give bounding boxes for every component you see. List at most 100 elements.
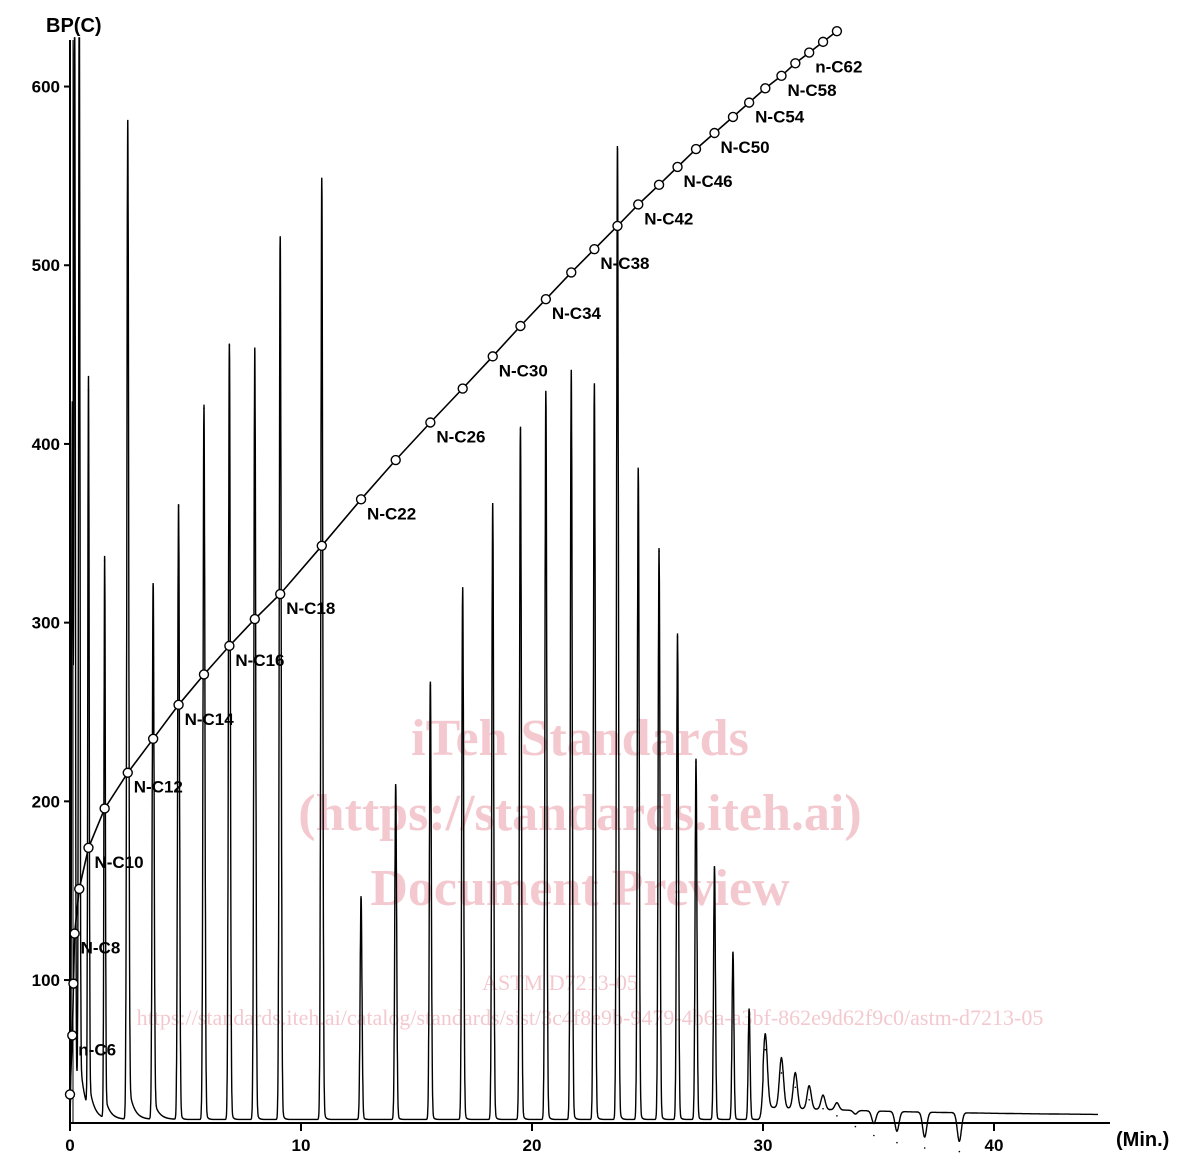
calibration-point: [224, 640, 235, 652]
peak-apex: [279, 237, 282, 240]
peak-apex: [152, 586, 154, 588]
calibration-point: [122, 767, 133, 778]
x-tick-label: 20: [523, 1136, 542, 1155]
calibration-point: [69, 928, 80, 939]
peak-apex: [103, 559, 106, 561]
calibration-point: [173, 699, 184, 711]
peak-apex: [836, 1115, 838, 1117]
calibration-point: [743, 97, 755, 108]
calibration-point: [633, 199, 644, 210]
calibration-points: [64, 25, 843, 1100]
calibration-point: [249, 613, 261, 625]
chromatogram-peaks: [71, 37, 961, 1153]
peak-apex: [228, 344, 231, 347]
carbon-label: N-C18: [286, 599, 335, 618]
peak-apex: [732, 954, 734, 956]
carbon-label: n-C6: [78, 1040, 116, 1059]
peak-apex: [203, 407, 205, 410]
calibration-point: [672, 161, 683, 173]
peak-apex: [177, 505, 180, 508]
carbon-label: N-C12: [134, 778, 183, 797]
x-tick-label: 30: [754, 1136, 773, 1155]
peak-apex: [764, 1048, 767, 1051]
carbon-label: N-C26: [436, 427, 485, 446]
chromatogram-trace: [69, 37, 1098, 1142]
calibration-point: [74, 883, 85, 895]
calibration-point: [99, 803, 110, 814]
y-axis-title: BP(C): [46, 15, 102, 37]
y-tick-label: 200: [32, 792, 60, 811]
calibration-point: [64, 1089, 76, 1100]
peak-apex: [713, 868, 716, 871]
calibration-point: [425, 417, 436, 428]
x-tick-label: 10: [292, 1136, 311, 1155]
carbon-label: N-C14: [185, 710, 235, 729]
carbon-label: N-C38: [600, 254, 649, 273]
carbon-label: N-C10: [94, 853, 143, 872]
calibration-point: [566, 267, 577, 278]
calibration-point: [487, 351, 498, 362]
calibration-point: [690, 143, 702, 155]
y-tick-label: 600: [32, 78, 60, 97]
x-tick-label: 40: [985, 1136, 1004, 1155]
calibration-point: [67, 1030, 78, 1041]
calibration-point: [817, 36, 829, 48]
carbon-label: N-C22: [367, 504, 416, 523]
watermark: iTeh Standards (https://standards.iteh.a…: [137, 710, 1044, 1030]
calibration-point: [653, 179, 665, 191]
peak-apex: [695, 761, 697, 763]
calibration-point: [390, 454, 401, 466]
carbon-label: N-C34: [552, 304, 602, 323]
peak-apex: [87, 389, 90, 392]
peak-apex: [676, 636, 679, 638]
peak-apex: [71, 407, 74, 410]
carbon-label: N-C58: [787, 81, 836, 100]
axis-ticks: 0 10 20 30 40 100 200 300 400 500 600: [32, 78, 1004, 1155]
peak-apex: [923, 1147, 926, 1149]
carbon-label: n-C62: [815, 58, 862, 77]
y-tick-label: 400: [32, 435, 60, 454]
peak-apex: [808, 1098, 810, 1101]
calibration-point: [147, 733, 159, 744]
peak-apex: [794, 1086, 797, 1089]
peak-apex: [519, 428, 522, 431]
calibration-point: [790, 58, 801, 69]
calibration-point: [457, 383, 468, 394]
carbon-label: N-C54: [755, 108, 805, 127]
peak-apex: [958, 1150, 961, 1153]
calibration-point: [589, 243, 600, 255]
calibration-point: [275, 588, 286, 600]
calibration-point: [540, 293, 552, 305]
peak-apex: [545, 393, 547, 395]
peak-apex: [873, 1134, 875, 1137]
calibration-point: [198, 669, 210, 680]
carbon-label: N-C30: [499, 361, 548, 380]
watermark-line-1: iTeh Standards: [411, 710, 749, 767]
peak-apex: [254, 350, 256, 352]
calibration-point: [831, 25, 843, 37]
peak-apex: [78, 37, 81, 39]
peak-apex: [593, 385, 596, 388]
calibration-point: [515, 320, 526, 332]
peak-apex: [491, 505, 494, 508]
peak-apex: [461, 589, 464, 592]
carbon-label: N-C8: [81, 939, 121, 958]
y-tick-label: 100: [32, 971, 60, 990]
calibration-point: [612, 220, 623, 232]
peak-apex: [854, 1125, 857, 1128]
x-axis-title: (Min.): [1116, 1129, 1169, 1151]
calibration-point: [316, 540, 327, 551]
peak-apex: [616, 148, 619, 150]
carbon-number-labels: n-C6 N-C8 N-C10 N-C12 N-C14 N-C16 N-C18 N-C22 N-…: [78, 58, 862, 1060]
carbon-label: N-C16: [235, 651, 284, 670]
carbon-label: N-C46: [684, 172, 733, 191]
peak-apex: [822, 1107, 824, 1110]
calibration-point: [68, 978, 79, 989]
calibration-point: [760, 83, 771, 94]
peak-apex: [429, 684, 432, 686]
peak-apex: [126, 121, 129, 124]
calibration-point: [355, 494, 367, 505]
carbon-label: N-C50: [720, 138, 769, 157]
watermark-line-3: Document Preview: [370, 860, 790, 917]
